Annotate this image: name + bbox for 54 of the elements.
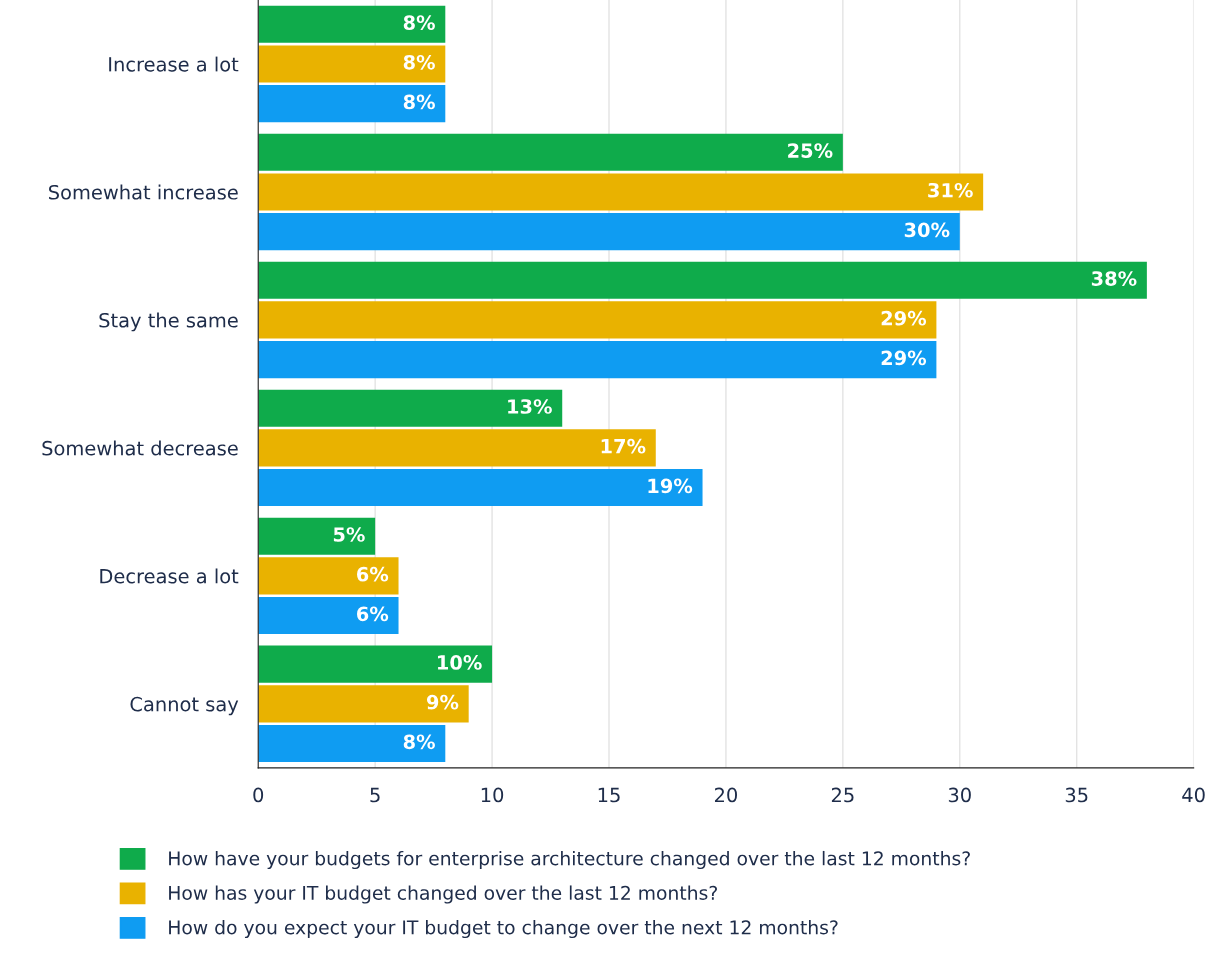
x-tick-label: 20 [714, 787, 738, 803]
x-tick-label: 5 [370, 787, 380, 803]
bar [258, 724, 446, 763]
x-tick-label: 15 [598, 787, 620, 803]
bar [258, 301, 937, 339]
legend-label: How has your IT budget changed over the last 12 months? [169, 885, 717, 904]
data-label: 8% [403, 734, 435, 750]
bar [258, 645, 493, 683]
data-label: 8% [403, 54, 435, 70]
x-tick-label: 35 [1065, 787, 1088, 803]
bar [258, 596, 399, 635]
bar [258, 173, 984, 211]
x-tick-label: 10 [481, 787, 504, 803]
data-label: 30% [904, 222, 950, 238]
data-label: 6% [357, 566, 389, 582]
y-tick-label: Stay the same [99, 312, 238, 332]
data-label: 29% [881, 310, 927, 326]
data-label: 25% [788, 143, 833, 158]
data-label: 9% [426, 694, 459, 710]
data-label: 13% [508, 399, 552, 414]
bar [258, 557, 399, 595]
data-label: 17% [601, 438, 646, 454]
data-label: 8% [403, 15, 435, 30]
data-label: 5% [333, 527, 365, 542]
y-tick-label: Decrease a lot [100, 568, 239, 584]
bar [258, 213, 960, 251]
bar [258, 517, 376, 555]
y-tick-label: Somewhat decrease [42, 440, 238, 456]
x-tick-label: 30 [948, 787, 971, 803]
bar [258, 341, 937, 379]
bar [258, 389, 563, 427]
data-label: 19% [648, 478, 693, 494]
data-label: 6% [357, 606, 389, 622]
legend-label: How have your budgets for enterprise architecture changed over the last 12 months? [169, 850, 970, 870]
bar [258, 133, 843, 171]
bar [258, 5, 446, 43]
data-label: 10% [438, 655, 482, 670]
y-tick-label: Cannot say [130, 696, 239, 716]
bar [258, 685, 469, 723]
y-tick-label: Somewhat increase [49, 184, 238, 200]
y-tick-label: Increase a lot [109, 56, 239, 72]
data-label: 8% [403, 94, 435, 110]
bar [258, 469, 703, 507]
data-label: 31% [928, 182, 973, 198]
bar [258, 429, 656, 467]
x-tick-label: 25 [831, 787, 854, 803]
x-tick-label: 0 [253, 787, 264, 803]
bar [258, 261, 1147, 299]
data-label: 29% [881, 350, 927, 366]
legend-label: How do you expect your IT budget to change over the next 12 months? [169, 919, 838, 939]
data-label: 38% [1091, 271, 1137, 286]
bar [258, 85, 446, 123]
x-tick-label: 40 [1182, 787, 1205, 803]
bar [258, 45, 446, 83]
